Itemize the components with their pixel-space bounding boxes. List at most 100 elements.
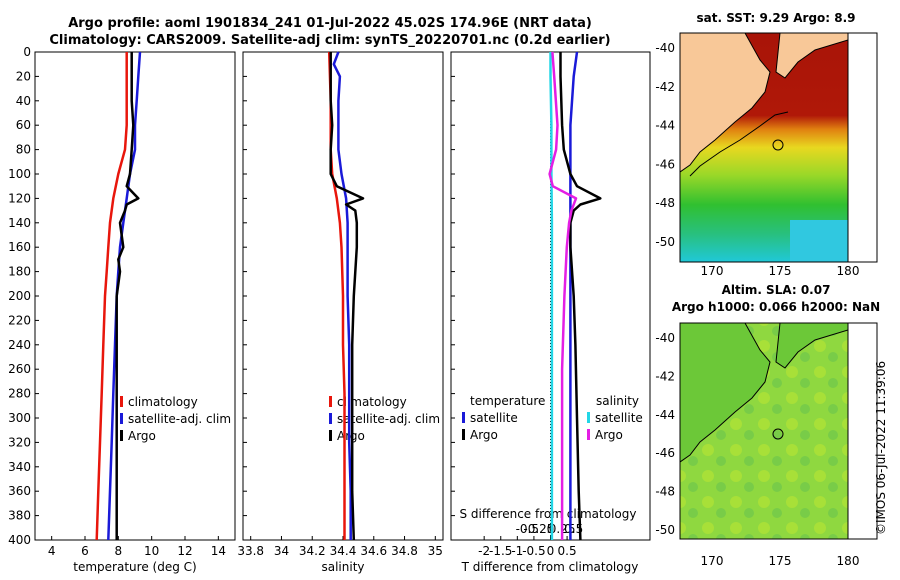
sla-map-y-tick-label: -40 [655,331,675,345]
salinity-series-satellite-adj-clim [332,51,352,540]
salinity-x-tick-label: 34.4 [330,544,357,558]
legend-title-temperature: temperature [470,394,545,408]
salinity-x-tick-label: 33.8 [237,544,264,558]
difference-series-t-argo [559,52,602,541]
difference-x-tick-label: -1.5 [489,544,512,558]
sla-map-y-tick-label: -48 [655,485,675,499]
legend-swatch-climatology [120,396,123,407]
sst-map-y-tick-label: -46 [655,157,675,171]
legend-swatch-t-satellite [462,412,465,423]
depth-tick-label: 320 [8,435,31,449]
sla-map-title-line2: Argo h1000: 0.066 h2000: NaN [671,300,881,314]
depth-tick-label: 360 [8,484,31,498]
sst-map-y-tick-label: -42 [655,80,675,94]
nz-north-island-sla [775,323,848,369]
legend-swatch-climatology [329,396,332,407]
argo-position-marker-sla [772,428,784,440]
difference-series-s-satellite [549,52,554,540]
depth-tick-label: 180 [8,265,31,279]
salinity-x-tick-label: 35 [428,544,443,558]
legend-label-t-argo: Argo [470,428,498,442]
depth-tick-label: 380 [8,509,31,523]
sst-map-outer-frame [679,32,878,263]
legend-swatch-satellite [329,413,332,424]
sst-map-title: sat. SST: 9.29 Argo: 8.9 [696,11,856,25]
sla-map-y-tick-label: -50 [655,523,675,537]
sst-cyan-patch [790,220,848,262]
difference-x-tick-label: 0 [547,544,555,558]
sst-map [680,33,848,262]
salinity-x-tick-label: 34.8 [391,544,418,558]
chart-title-line1: Argo profile: aoml 1901834_241 01-Jul-20… [68,16,592,31]
difference-top-tick-label: -0.25 [523,522,554,536]
salinity-xlabel: salinity [321,560,364,574]
legend-swatch-t-argo [462,429,465,440]
sst-map-y-tick-label: -48 [655,196,675,210]
temperature-x-tick-label: 14 [211,544,226,558]
depth-tick-label: 160 [8,240,31,254]
legend-label-t-satellite: satellite [470,411,518,425]
depth-tick-label: 240 [8,338,31,352]
temperature-xlabel: temperature (deg C) [73,560,196,574]
depth-tick-label: 80 [16,143,31,157]
legend-swatch-argo [329,430,332,441]
temperature-x-tick-label: 6 [81,544,89,558]
legend-label-s-argo: Argo [595,428,623,442]
depth-tick-label: 0 [23,45,31,59]
salinity-series-argo [329,52,365,541]
depth-tick-label: 260 [8,362,31,376]
difference-series-s-argo [548,51,578,540]
sla-map-y-tick-label: -46 [655,446,675,460]
temperature-x-tick-label: 4 [48,544,56,558]
depth-tick-label: 120 [8,191,31,205]
sla-map-x-tick-label: 175 [769,554,792,568]
sst-map-y-tick-label: -44 [655,119,675,133]
temperature-x-tick-label: 8 [115,544,123,558]
difference-x-tick-label: -2 [478,544,490,558]
sst-map-x-tick-label: 170 [701,264,724,278]
difference-top-tick-label: 0.5 [564,522,583,536]
depth-tick-label: 280 [8,387,31,401]
depth-tick-label: 140 [8,216,31,230]
depth-tick-label: 200 [8,289,31,303]
sla-map-x-tick-label: 170 [701,554,724,568]
salinity-x-tick-label: 34.2 [299,544,326,558]
sst-map-y-tick-label: -50 [655,235,675,249]
legend-label-climatology: climatology [337,395,407,409]
temperature-series-argo [115,52,140,540]
depth-tick-label: 340 [8,460,31,474]
depth-tick-label: 60 [16,118,31,132]
difference-legend: temperature satellite Argo salinity sate… [462,394,643,442]
legend-label-argo: Argo [337,429,365,443]
legend-label-satellite: satellite-adj. clim [128,412,231,426]
legend-label-argo: Argo [128,429,156,443]
nz-north-island [775,33,848,79]
temperature-legend: climatology satellite-adj. clim Argo [120,395,231,443]
legend-swatch-argo [120,430,123,441]
sla-map-x-tick-label: 180 [837,554,860,568]
difference-top-tick-label: -0.5 [516,522,539,536]
sst-map-x-tick-label: 175 [769,264,792,278]
temperature-series-climatology [95,52,128,541]
temperature-x-tick-label: 10 [144,544,159,558]
temperature-x-tick-label: 12 [177,544,192,558]
depth-tick-label: 40 [16,94,31,108]
salinity-legend: climatology satellite-adj. clim Argo [329,395,440,443]
difference-x-tick-label: 0.5 [558,544,577,558]
chart-title-line2: Climatology: CARS2009. Satellite-adj cli… [49,33,611,48]
depth-tick-label: 100 [8,167,31,181]
legend-swatch-s-satellite [587,412,590,423]
depth-tick-label: 400 [8,533,31,547]
temperature-series-satellite-adj-clim [107,51,142,541]
nz-south-island-sla [680,323,771,463]
depth-tick-label: 300 [8,411,31,425]
sla-map-y-tick-label: -44 [655,408,675,422]
legend-label-satellite: satellite-adj. clim [337,412,440,426]
sla-map [680,323,848,539]
legend-swatch-satellite [120,413,123,424]
depth-tick-label: 220 [8,313,31,327]
sla-map-outer-frame [679,322,878,540]
salinity-x-tick-label: 34.6 [360,544,387,558]
sla-map-title-line1: Altim. SLA: 0.07 [721,283,831,297]
